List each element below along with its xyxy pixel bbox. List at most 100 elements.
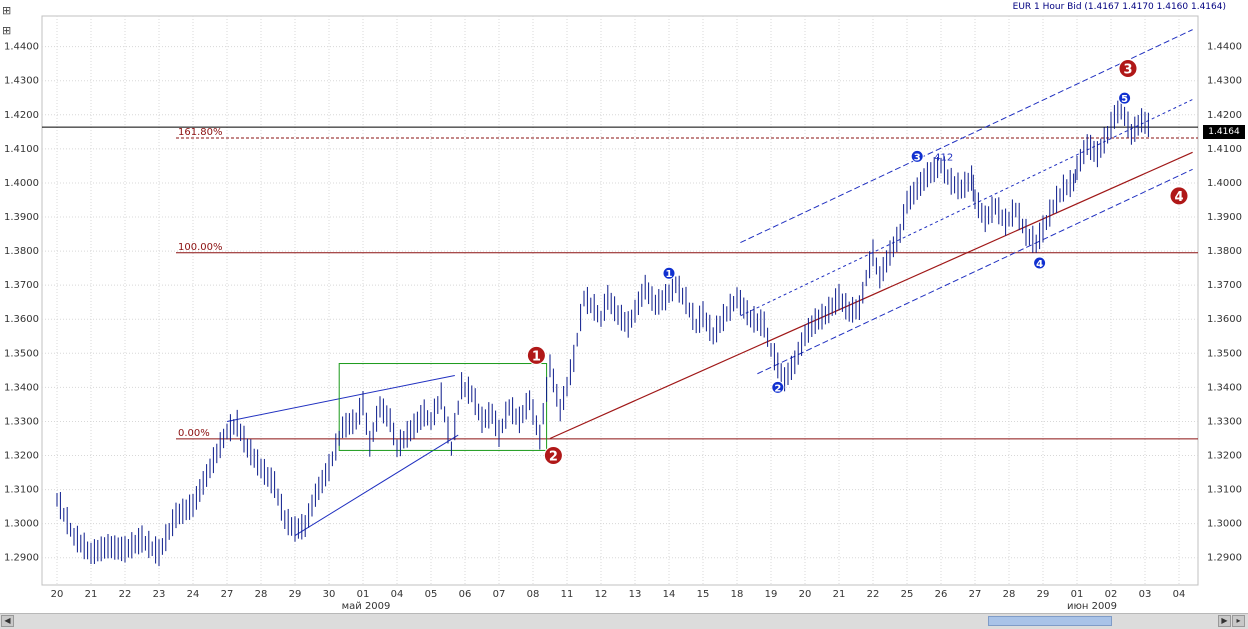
- y-tick-label-right: 1.4400: [1207, 42, 1242, 53]
- wave-marker-label: 1: [532, 349, 541, 364]
- x-tick-label: 07: [493, 589, 506, 600]
- x-tick-label: 25: [901, 589, 914, 600]
- trend-line-red: [549, 151, 1193, 440]
- y-tick-label-left: 1.3200: [4, 451, 39, 462]
- wave-marker-label: 5: [1121, 94, 1128, 105]
- wave-marker: [1118, 91, 1132, 105]
- x-tick-label: 19: [765, 589, 778, 600]
- x-tick-label: 26: [935, 589, 948, 600]
- x-tick-label: 22: [119, 589, 132, 600]
- y-tick-label-right: 1.4300: [1207, 76, 1242, 87]
- y-tick-label-left: 1.3800: [4, 246, 39, 257]
- x-tick-label: 08: [527, 589, 540, 600]
- wave-marker-label: 2: [774, 383, 781, 394]
- y-tick-label-left: 1.3500: [4, 348, 39, 359]
- chart-header-title: EUR 1 Hour Bid (1.4167 1.4170 1.4160 1.4…: [1012, 2, 1226, 12]
- y-tick-label-left: 1.3900: [4, 212, 39, 223]
- consolidation-box: [338, 363, 548, 451]
- y-tick-label-right: 1.3800: [1207, 246, 1242, 257]
- x-tick-label: 13: [629, 589, 642, 600]
- x-tick-label: 02: [1105, 589, 1118, 600]
- wave-marker: [662, 266, 676, 280]
- y-tick-label-right: 1.3500: [1207, 348, 1242, 359]
- x-tick-label: 20: [51, 589, 64, 600]
- x-tick-label: 21: [833, 589, 846, 600]
- fib-level-label: 0.00%: [178, 428, 210, 439]
- y-tick-label-left: 1.2900: [4, 553, 39, 564]
- wave-marker-label: 4: [1036, 259, 1043, 270]
- chart-scale-icon[interactable]: ⊞: [2, 24, 12, 37]
- x-tick-label: 28: [255, 589, 268, 600]
- x-tick-label: 30: [323, 589, 336, 600]
- x-tick-label: 24: [187, 589, 200, 600]
- y-tick-label-left: 1.3000: [4, 519, 39, 530]
- y-tick-label-right: 1.3100: [1207, 485, 1242, 496]
- x-tick-label: 29: [1037, 589, 1050, 600]
- x-tick-label: 12: [595, 589, 608, 600]
- scroll-thumb[interactable]: [988, 616, 1112, 626]
- x-tick-label: 05: [425, 589, 438, 600]
- wedge-line-upper: [226, 374, 455, 422]
- x-tick-label: 01: [357, 589, 370, 600]
- x-tick-label: 29: [289, 589, 302, 600]
- y-tick-label-left: 1.3100: [4, 485, 39, 496]
- wave-marker: [1169, 186, 1189, 206]
- y-tick-label-left: 1.4200: [4, 110, 39, 121]
- y-tick-label-right: 1.3000: [1207, 519, 1242, 530]
- wave-marker: [1033, 256, 1047, 270]
- month-label: июн 2009: [1067, 601, 1117, 612]
- y-tick-label-right: 1.3300: [1207, 416, 1242, 427]
- wave-marker: [543, 446, 563, 466]
- y-tick-label-left: 1.3400: [4, 382, 39, 393]
- scroll-end-button[interactable]: ▸: [1232, 615, 1245, 627]
- x-tick-label: 14: [663, 589, 676, 600]
- fib-level-label: 161.80%: [178, 127, 223, 138]
- chart-svg[interactable]: 1.2900 1.2900 1.3000 1.3000 1.3100 1.3100 1.32…: [0, 0, 1248, 613]
- scroll-left-button[interactable]: ◀: [1, 615, 14, 627]
- x-tick-label: 01: [1071, 589, 1084, 600]
- x-tick-label: 06: [459, 589, 472, 600]
- x-tick-label: 15: [697, 589, 710, 600]
- y-tick-label-right: 1.3700: [1207, 280, 1242, 291]
- x-tick-label: 22: [867, 589, 880, 600]
- y-tick-label-left: 1.3600: [4, 314, 39, 325]
- y-tick-label-right: 1.4000: [1207, 178, 1242, 189]
- price-annotation: 412: [934, 152, 953, 163]
- current-price-label: 1.4164: [1203, 125, 1245, 139]
- x-tick-label: 18: [731, 589, 744, 600]
- y-tick-label-right: 1.3600: [1207, 314, 1242, 325]
- y-tick-label-left: 1.3700: [4, 280, 39, 291]
- x-tick-label: 03: [1139, 589, 1152, 600]
- channel-line-lower: [757, 168, 1193, 375]
- wave-marker-label: 1: [666, 269, 673, 280]
- y-tick-label-left: 1.3300: [4, 416, 39, 427]
- wedge-line-lower: [294, 434, 459, 537]
- x-tick-label: 04: [1173, 589, 1186, 600]
- y-tick-label-right: 1.3400: [1207, 382, 1242, 393]
- channel-line-upper: [740, 29, 1193, 244]
- wave-marker-label: 4: [1174, 190, 1183, 205]
- x-tick-label: 28: [1003, 589, 1016, 600]
- y-tick-label-right: 1.2900: [1207, 553, 1242, 564]
- wave-marker: [910, 149, 924, 163]
- wave-marker: [526, 345, 546, 365]
- y-tick-label-right: 1.3200: [1207, 451, 1242, 462]
- scroll-right-button[interactable]: ▶: [1218, 615, 1231, 627]
- wave-marker-label: 3: [1123, 62, 1132, 77]
- x-tick-label: 27: [221, 589, 234, 600]
- x-tick-label: 23: [153, 589, 166, 600]
- x-tick-label: 27: [969, 589, 982, 600]
- y-tick-label-right: 1.4200: [1207, 110, 1242, 121]
- plot-area: [41, 15, 1199, 586]
- wave-marker: [1118, 58, 1138, 78]
- wave-marker-label: 2: [549, 450, 558, 465]
- wave-marker: [771, 380, 785, 394]
- x-tick-label: 04: [391, 589, 404, 600]
- fib-level-label: 100.00%: [178, 242, 223, 253]
- horizontal-scrollbar[interactable]: ◀ ▶ ▸: [0, 613, 1248, 629]
- y-tick-label-right: 1.3900: [1207, 212, 1242, 223]
- chart-tool-icon[interactable]: ⊞: [2, 4, 12, 17]
- wave-marker-label: 3: [914, 152, 921, 163]
- x-tick-label: 11: [561, 589, 574, 600]
